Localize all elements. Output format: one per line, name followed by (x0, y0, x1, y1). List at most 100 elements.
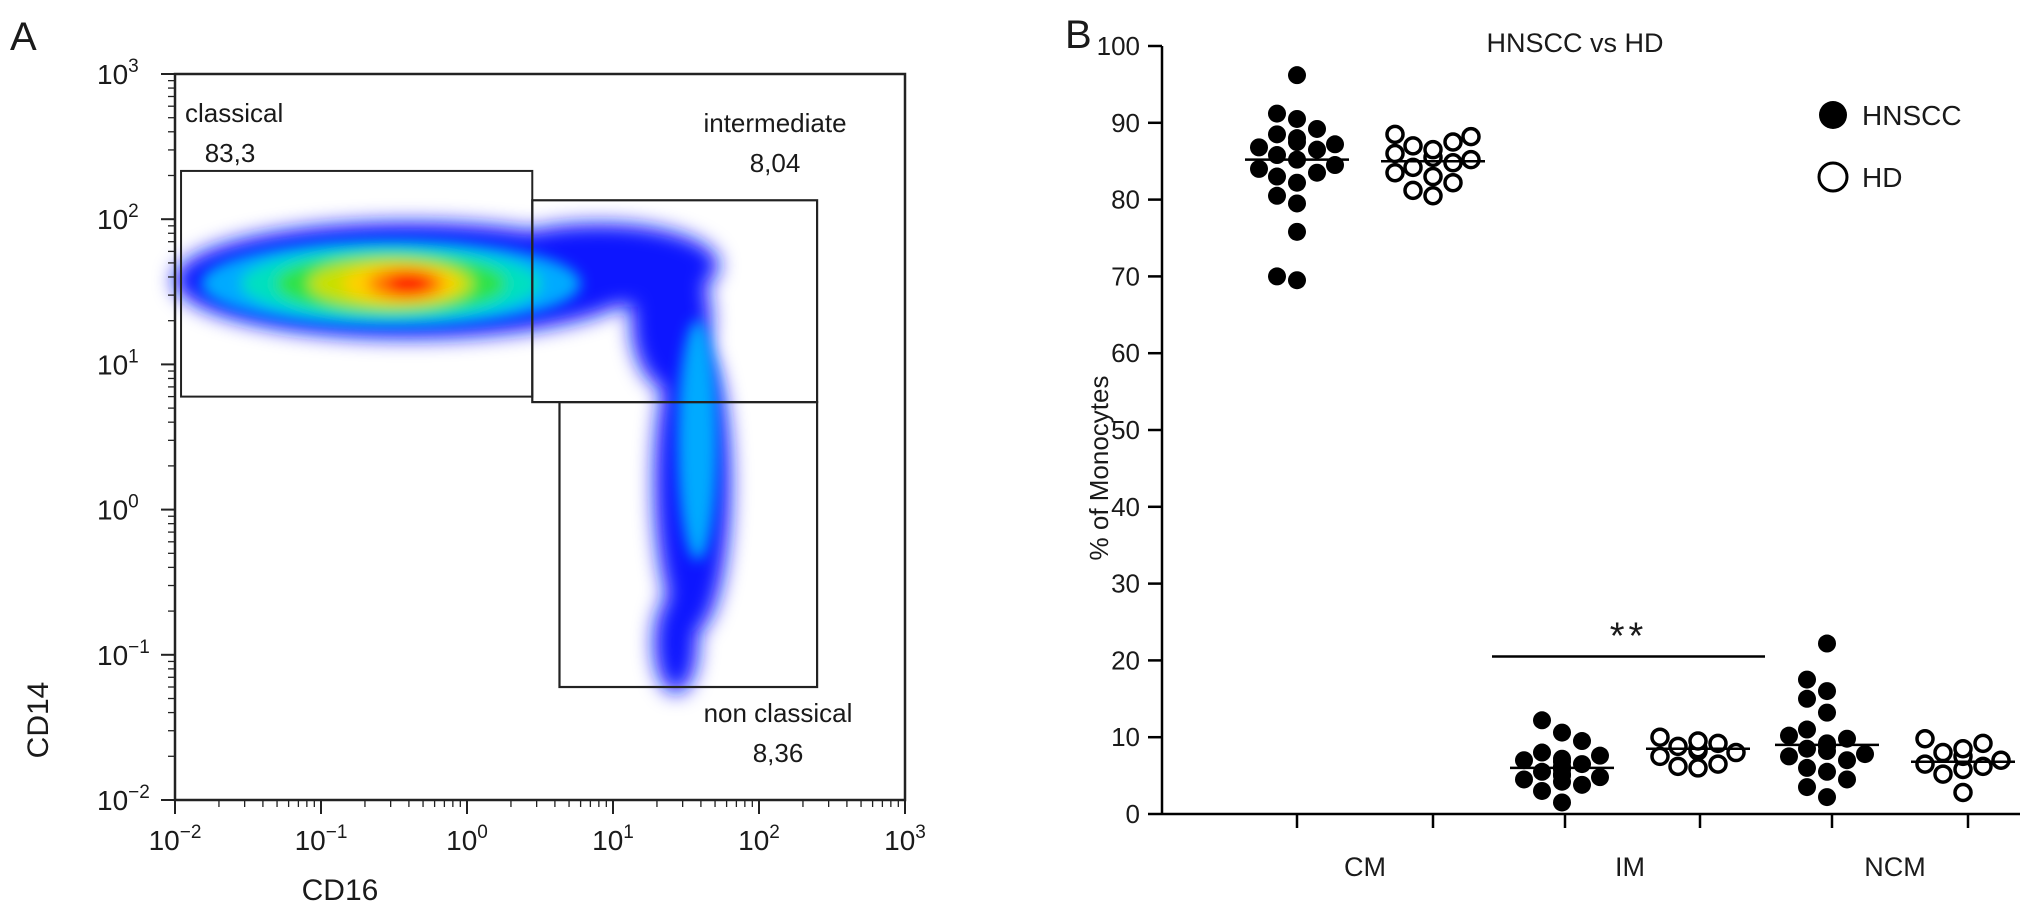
y-tick-label: 10−2 (97, 782, 150, 816)
point-hnscc-ncm (1818, 762, 1836, 781)
x-axis-b: CM IM NCM (1162, 812, 2020, 882)
x-tick-label: 100 (446, 822, 488, 856)
point-hnscc-cm (1288, 194, 1306, 213)
point-hd-cm (1385, 143, 1405, 164)
point-hnscc-cm (1288, 129, 1306, 148)
y-tick-label: 70 (1111, 261, 1140, 291)
point-hnscc-im (1591, 768, 1609, 787)
point-hnscc-cm (1288, 66, 1306, 85)
point-hnscc-cm (1288, 109, 1306, 128)
point-hnscc-cm (1308, 140, 1326, 159)
point-hnscc-cm (1250, 138, 1268, 157)
x-axis-label-a: CD16 (302, 874, 379, 907)
point-hd-cm (1443, 132, 1463, 152)
point-hd-im (1726, 742, 1746, 763)
y-tick-label: 103 (97, 56, 139, 90)
point-hd-ncm (1933, 742, 1953, 763)
legend-label-hnscc: HNSCC (1862, 100, 1962, 131)
point-hd-im (1688, 758, 1708, 778)
point-hd-cm (1423, 166, 1443, 187)
gates: classical 83,3 intermediate 8,04 non classic… (180, 98, 852, 768)
y-tick-label: 101 (97, 346, 139, 380)
gate-value-intermediate: 8,04 (750, 148, 801, 178)
y-tick-label: 20 (1111, 645, 1140, 675)
density-cloud (173, 222, 731, 694)
y-tick-label: 100 (97, 492, 139, 526)
panel-a-label: A (10, 15, 37, 59)
y-axis-a: 10−2 10−1 100 101 102 103 (97, 56, 175, 816)
point-hnscc-ncm (1798, 778, 1816, 797)
point-hnscc-ncm (1798, 739, 1816, 758)
point-hd-cm (1443, 152, 1463, 173)
point-hnscc-cm (1268, 146, 1286, 165)
x-tick-label: 101 (592, 822, 634, 856)
y-tick-label: 0 (1126, 799, 1140, 829)
y-axis-label-a: CD14 (22, 682, 55, 759)
gate-value-non-classical: 8,36 (753, 738, 804, 768)
y-tick-label: 102 (97, 201, 139, 235)
point-hd-im (1708, 733, 1728, 754)
x-tick-label: 103 (884, 822, 926, 856)
y-tick-label: 10 (1111, 722, 1140, 752)
x-category-label-cm: CM (1344, 852, 1386, 882)
point-hd-im (1688, 731, 1708, 751)
point-hnscc-ncm (1856, 745, 1874, 764)
legend-marker-hnscc (1819, 101, 1847, 129)
point-hnscc-im (1533, 711, 1551, 730)
point-hd-cm (1423, 186, 1443, 206)
point-hnscc-cm (1268, 167, 1286, 186)
point-hd-cm (1461, 126, 1481, 147)
point-hnscc-ncm (1838, 729, 1856, 748)
plot-frame-a (173, 72, 907, 802)
median-lines (1245, 158, 2015, 770)
legend: HNSCC HD (1817, 100, 1962, 193)
point-hnscc-ncm (1818, 788, 1836, 807)
point-hnscc-ncm (1818, 703, 1836, 722)
point-hd-cm (1403, 136, 1423, 156)
point-hnscc-cm (1268, 267, 1286, 286)
point-hnscc-im (1553, 723, 1571, 742)
gate-value-classical: 83,3 (205, 138, 256, 168)
significance-annotation: ** (1492, 616, 1765, 658)
legend-marker-hd (1817, 161, 1849, 193)
point-hnscc-ncm (1798, 758, 1816, 777)
point-hnscc-cm (1268, 104, 1286, 123)
point-hd-ncm (1991, 750, 2011, 770)
x-category-label-im: IM (1615, 852, 1645, 882)
legend-label-hd: HD (1862, 162, 1902, 193)
y-axis-label-b: % of Monocytes (1084, 376, 1114, 561)
point-hd-ncm (1933, 764, 1953, 784)
x-tick-label: 102 (738, 822, 780, 856)
point-hd-im (1668, 756, 1688, 777)
y-tick-label: 60 (1111, 338, 1140, 368)
y-tick-label: 80 (1111, 185, 1140, 215)
point-hnscc-ncm (1818, 682, 1836, 701)
point-hnscc-ncm (1780, 747, 1798, 766)
point-hd-im (1668, 736, 1688, 757)
point-hnscc-ncm (1838, 751, 1856, 770)
significance-stars: ** (1610, 616, 1648, 658)
y-tick-label: 40 (1111, 492, 1140, 522)
point-hnscc-im (1573, 775, 1591, 794)
point-hnscc-im (1591, 746, 1609, 765)
point-hd-ncm (1953, 738, 1973, 759)
point-hnscc-im (1573, 755, 1591, 774)
point-hd-im (1708, 754, 1728, 774)
point-hnscc-ncm (1798, 720, 1816, 739)
panel-b: HNSCC vs HD 0 10 20 30 40 50 60 70 80 90 100 CM IM N… (1084, 28, 2020, 882)
point-hd-cm (1403, 180, 1423, 201)
point-hnscc-cm (1268, 186, 1286, 205)
density-blob (653, 593, 698, 694)
density-blob (386, 272, 431, 295)
point-hd-cm (1403, 157, 1423, 178)
y-tick-label: 100 (1097, 31, 1140, 61)
point-hnscc-im (1515, 751, 1533, 770)
gate-non-classical (558, 400, 819, 689)
point-hd-cm (1385, 124, 1405, 145)
x-tick-label: 10−1 (295, 822, 348, 856)
point-hnscc-ncm (1798, 670, 1816, 689)
x-tick-label: 10−2 (149, 822, 202, 856)
point-hnscc-cm (1288, 173, 1306, 192)
gate-name-intermediate: intermediate (703, 108, 846, 138)
